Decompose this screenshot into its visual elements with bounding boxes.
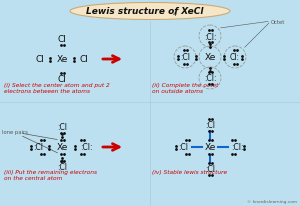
Text: Xe: Xe [204, 143, 216, 152]
Text: :Cl: :Cl [178, 143, 188, 152]
Text: Xe: Xe [56, 143, 68, 152]
Text: Octet: Octet [271, 19, 285, 24]
Text: Cl: Cl [36, 55, 44, 64]
Text: electrons between the atoms: electrons between the atoms [4, 89, 90, 94]
Text: Cl: Cl [80, 55, 88, 64]
Text: Lewis structure of XeCl: Lewis structure of XeCl [86, 7, 204, 16]
Text: Cl: Cl [58, 35, 66, 44]
Text: Xe: Xe [204, 53, 216, 62]
Text: 4: 4 [173, 12, 177, 17]
Text: :Cl:: :Cl: [231, 143, 243, 152]
Text: :Cl: :Cl [205, 165, 215, 174]
Text: :Cl: :Cl [180, 53, 190, 62]
Text: :Cl: :Cl [57, 163, 67, 172]
Text: (iv) Stable lewis structure: (iv) Stable lewis structure [152, 169, 227, 174]
Text: on outside atoms: on outside atoms [152, 89, 203, 94]
Text: Xe: Xe [56, 55, 68, 64]
Text: lone pairs: lone pairs [2, 130, 28, 135]
Text: (i) Select the center atom and put 2: (i) Select the center atom and put 2 [4, 83, 110, 88]
Text: :Cl:: :Cl: [204, 74, 216, 83]
Text: on the central atom: on the central atom [4, 175, 62, 180]
Text: :Cl:: :Cl: [204, 32, 216, 41]
Text: Cl: Cl [58, 75, 66, 84]
Text: :Cl: :Cl [205, 121, 215, 130]
Text: :Cl:: :Cl: [80, 143, 92, 152]
Text: :Cl: :Cl [57, 123, 67, 132]
Text: Cl:: Cl: [230, 53, 240, 62]
Text: © knordislearning.com: © knordislearning.com [247, 199, 297, 203]
Text: (iii) Put the remaining electrons: (iii) Put the remaining electrons [4, 169, 97, 174]
Text: (ii) Complete the octet: (ii) Complete the octet [152, 83, 218, 88]
Text: :Cl: :Cl [33, 143, 43, 152]
Ellipse shape [70, 4, 230, 20]
